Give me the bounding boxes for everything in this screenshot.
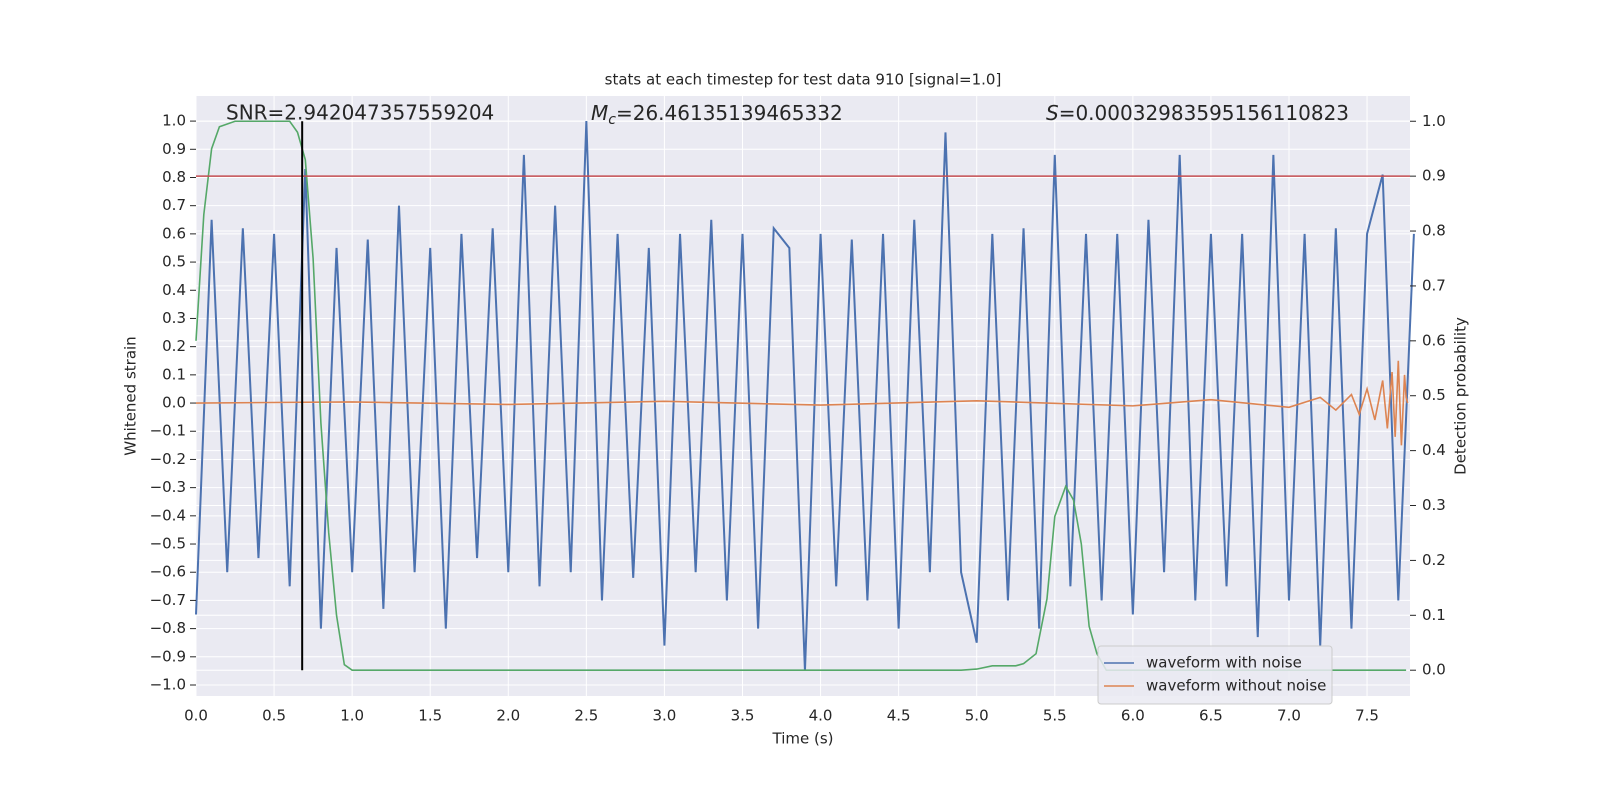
y-tick-label: 0.9: [162, 140, 186, 158]
y2-tick-label: 0.2: [1422, 551, 1446, 569]
mc-annotation: Mc=26.46135139465332: [591, 101, 843, 129]
x-tick-label: 1.0: [340, 707, 364, 725]
y-tick-label: 0.3: [162, 309, 186, 327]
mc-symbol: M: [591, 101, 608, 125]
y-tick-label: 0.0: [162, 394, 186, 412]
y2-tick-label: 0.9: [1422, 167, 1446, 185]
y-tick-label: 0.7: [162, 196, 186, 214]
y-tick-label: −0.3: [150, 478, 186, 496]
series-line: [195, 120, 1407, 671]
s-annotation: S=0.00032983595156110823: [1046, 101, 1349, 125]
y-tick-label: 0.5: [162, 253, 186, 271]
y-tick-label: 0.6: [162, 224, 186, 242]
s-value: =0.00032983595156110823: [1059, 101, 1349, 125]
legend-label: waveform with noise: [1146, 654, 1302, 672]
x-tick-label: 3.5: [731, 707, 755, 725]
y2-tick-label: 0.3: [1422, 496, 1446, 514]
s-symbol: S: [1046, 101, 1059, 125]
y2-axis-label: Detection probability: [1452, 317, 1470, 475]
y2-tick-label: 0.8: [1422, 222, 1446, 240]
y-tick-label: −0.5: [150, 535, 186, 553]
y-tick-label: −0.1: [150, 422, 186, 440]
x-tick-label: 7.5: [1355, 707, 1379, 725]
x-tick-label: 1.5: [418, 707, 442, 725]
snr-annotation: SNR=2.942047357559204: [226, 101, 494, 125]
y-axis-label: Whitened strain: [122, 336, 140, 455]
x-axis-label: Time (s): [772, 730, 834, 748]
y-tick-label: 1.0: [162, 112, 186, 130]
y2-tick-label: 0.7: [1422, 276, 1446, 294]
series-line: [195, 360, 1409, 446]
x-tick-label: 0.0: [184, 707, 208, 725]
y2-tick-label: 0.6: [1422, 331, 1446, 349]
x-tick-label: 5.0: [965, 707, 989, 725]
y-tick-label: 0.4: [162, 281, 186, 299]
y2-tick-label: 0.0: [1422, 661, 1446, 679]
mc-subscript: c: [608, 112, 616, 128]
grid: [195, 96, 1410, 696]
chart-title: stats at each timestep for test data 910…: [605, 71, 1002, 89]
x-tick-label: 6.5: [1199, 707, 1223, 725]
y2-tick-label: 0.1: [1422, 606, 1446, 624]
x-tick-label: 0.5: [262, 707, 286, 725]
legend: waveform with noise waveform without nois…: [1097, 645, 1333, 705]
y-tick-label: 0.8: [162, 168, 186, 186]
x-tick-label: 5.5: [1043, 707, 1067, 725]
mc-value: =26.46135139465332: [616, 101, 843, 125]
y-tick-label: −0.7: [150, 591, 186, 609]
y-tick-label: 0.2: [162, 337, 186, 355]
y-tick-label: −1.0: [150, 676, 186, 694]
y-tick-label: −0.4: [150, 506, 186, 524]
y-tick-label: −0.8: [150, 619, 186, 637]
marks: [195, 120, 1415, 671]
y-tick-label: −0.2: [150, 450, 186, 468]
y-tick-label: −0.9: [150, 647, 186, 665]
x-tick-label: 2.5: [574, 707, 598, 725]
y-tick-label: −0.6: [150, 563, 186, 581]
x-tick-label: 4.5: [887, 707, 911, 725]
y2-tick-label: 0.5: [1422, 386, 1446, 404]
y-tick-label: 0.1: [162, 365, 186, 383]
x-tick-label: 7.0: [1277, 707, 1301, 725]
y2-tick-label: 0.4: [1422, 441, 1446, 459]
legend-label: waveform without noise: [1146, 677, 1326, 695]
x-tick-label: 3.0: [652, 707, 676, 725]
y2-tick-label: 1.0: [1422, 112, 1446, 130]
x-tick-label: 2.0: [496, 707, 520, 725]
x-tick-label: 6.0: [1121, 707, 1145, 725]
x-tick-label: 4.0: [809, 707, 833, 725]
legend-box: [1097, 645, 1333, 705]
